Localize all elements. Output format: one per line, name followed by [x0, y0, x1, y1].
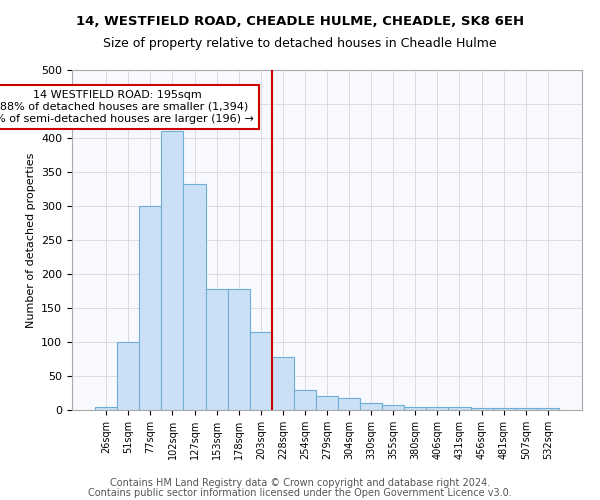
Bar: [382, 405, 404, 410]
Text: Size of property relative to detached houses in Cheadle Hulme: Size of property relative to detached ho…: [103, 38, 497, 51]
Text: 14 WESTFIELD ROAD: 195sqm
← 88% of detached houses are smaller (1,394)
12% of se: 14 WESTFIELD ROAD: 195sqm ← 88% of detac…: [0, 90, 254, 124]
Bar: [404, 406, 427, 410]
Bar: [338, 398, 360, 410]
Bar: [184, 184, 206, 410]
Bar: [161, 131, 184, 410]
Bar: [227, 289, 250, 410]
Bar: [360, 403, 382, 410]
Text: Contains public sector information licensed under the Open Government Licence v3: Contains public sector information licen…: [88, 488, 512, 498]
Bar: [139, 206, 161, 410]
Bar: [515, 408, 537, 410]
Bar: [272, 357, 294, 410]
Bar: [250, 332, 272, 410]
Bar: [448, 406, 470, 410]
Bar: [470, 408, 493, 410]
Bar: [294, 390, 316, 410]
Text: 14, WESTFIELD ROAD, CHEADLE HULME, CHEADLE, SK8 6EH: 14, WESTFIELD ROAD, CHEADLE HULME, CHEAD…: [76, 15, 524, 28]
Y-axis label: Number of detached properties: Number of detached properties: [26, 152, 35, 328]
Bar: [117, 342, 139, 410]
Bar: [316, 396, 338, 410]
Bar: [537, 408, 559, 410]
Bar: [206, 289, 227, 410]
Bar: [427, 406, 448, 410]
Text: Contains HM Land Registry data © Crown copyright and database right 2024.: Contains HM Land Registry data © Crown c…: [110, 478, 490, 488]
Bar: [493, 408, 515, 410]
Bar: [95, 406, 117, 410]
